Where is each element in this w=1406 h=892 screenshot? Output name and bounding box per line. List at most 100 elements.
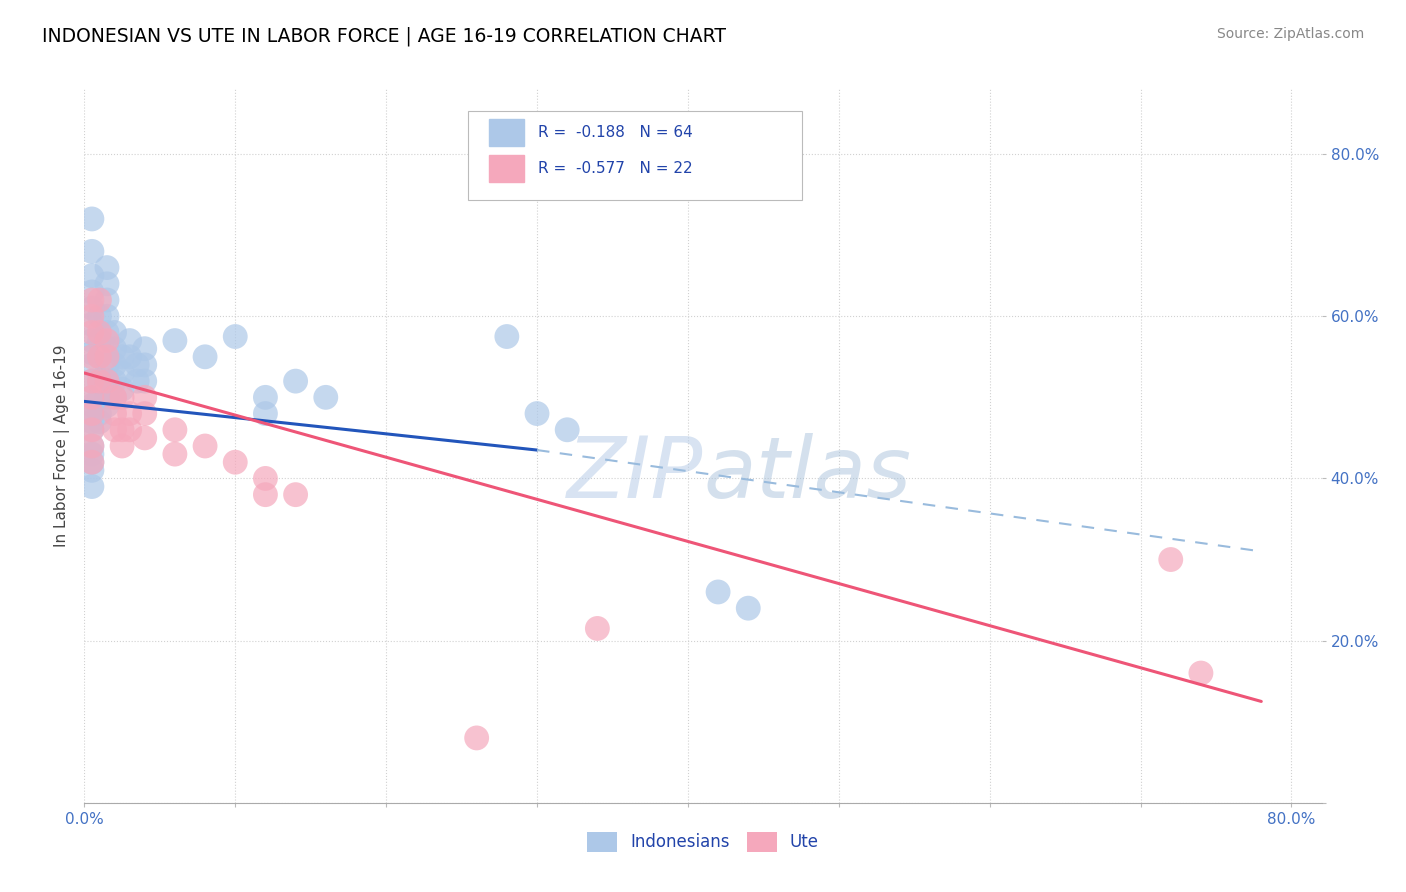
Point	[89, 293, 111, 307]
Point	[80, 334, 103, 348]
Point	[80, 423, 103, 437]
Point	[254, 488, 277, 502]
Point	[224, 455, 246, 469]
Point	[80, 455, 103, 469]
Point	[134, 374, 156, 388]
Point	[495, 329, 517, 343]
Point	[96, 277, 118, 291]
Legend: Indonesians, Ute: Indonesians, Ute	[581, 825, 825, 859]
Point	[80, 310, 103, 324]
Point	[284, 374, 307, 388]
Point	[194, 439, 217, 453]
Text: R =  -0.188   N = 64: R = -0.188 N = 64	[538, 125, 693, 140]
Point	[111, 423, 134, 437]
Point	[111, 350, 134, 364]
Point	[103, 423, 125, 437]
Point	[96, 374, 118, 388]
Point	[96, 374, 118, 388]
Point	[96, 358, 118, 372]
Text: INDONESIAN VS UTE IN LABOR FORCE | AGE 16-19 CORRELATION CHART: INDONESIAN VS UTE IN LABOR FORCE | AGE 1…	[42, 27, 725, 46]
Point	[80, 374, 103, 388]
Point	[80, 326, 103, 340]
Text: R =  -0.577   N = 22: R = -0.577 N = 22	[538, 161, 693, 176]
Point	[96, 260, 118, 275]
Point	[224, 329, 246, 343]
Point	[254, 390, 277, 404]
Point	[80, 345, 103, 359]
Point	[96, 390, 118, 404]
Point	[80, 285, 103, 299]
Text: Source: ZipAtlas.com: Source: ZipAtlas.com	[1216, 27, 1364, 41]
Point	[163, 423, 186, 437]
Point	[118, 334, 141, 348]
Point	[254, 407, 277, 421]
FancyBboxPatch shape	[468, 111, 801, 200]
Point	[96, 293, 118, 307]
Point	[111, 390, 134, 404]
Point	[80, 350, 103, 364]
Point	[103, 374, 125, 388]
Point	[118, 407, 141, 421]
Point	[96, 350, 118, 364]
Point	[89, 374, 111, 388]
Point	[134, 342, 156, 356]
Point	[80, 455, 103, 469]
Point	[80, 415, 103, 429]
Point	[80, 479, 103, 493]
Point	[89, 374, 111, 388]
Point	[89, 415, 111, 429]
Point	[80, 463, 103, 477]
Point	[80, 244, 103, 259]
Point	[163, 334, 186, 348]
Point	[80, 268, 103, 283]
Point	[163, 447, 186, 461]
Point	[80, 439, 103, 453]
Point	[89, 390, 111, 404]
Point	[254, 471, 277, 485]
Point	[134, 431, 156, 445]
Point	[96, 310, 118, 324]
Point	[111, 439, 134, 453]
Point	[80, 358, 103, 372]
Point	[96, 334, 118, 348]
Point	[80, 407, 103, 421]
Point	[96, 326, 118, 340]
Point	[80, 407, 103, 421]
Text: atlas: atlas	[703, 433, 911, 516]
Point	[89, 334, 111, 348]
Point	[526, 407, 548, 421]
Point	[103, 326, 125, 340]
Text: ZIP: ZIP	[567, 433, 703, 516]
Point	[134, 407, 156, 421]
Point	[80, 439, 103, 453]
Point	[80, 301, 103, 315]
Point	[80, 318, 103, 332]
Bar	[489, 120, 523, 146]
Point	[89, 407, 111, 421]
Point	[103, 390, 125, 404]
Point	[111, 382, 134, 396]
Bar	[489, 155, 523, 182]
Point	[103, 358, 125, 372]
Point	[103, 390, 125, 404]
Point	[134, 390, 156, 404]
Point	[737, 601, 759, 615]
Point	[89, 326, 111, 340]
Point	[111, 366, 134, 380]
Point	[89, 350, 111, 364]
Point	[80, 399, 103, 413]
Point	[134, 358, 156, 372]
Point	[80, 374, 103, 388]
Point	[1160, 552, 1182, 566]
Point	[89, 310, 111, 324]
Point	[1189, 666, 1212, 681]
Point	[96, 342, 118, 356]
Point	[284, 488, 307, 502]
Point	[80, 390, 103, 404]
Point	[315, 390, 337, 404]
Point	[80, 447, 103, 461]
Point	[103, 407, 125, 421]
Point	[80, 293, 103, 307]
Point	[80, 211, 103, 226]
Point	[127, 358, 149, 372]
